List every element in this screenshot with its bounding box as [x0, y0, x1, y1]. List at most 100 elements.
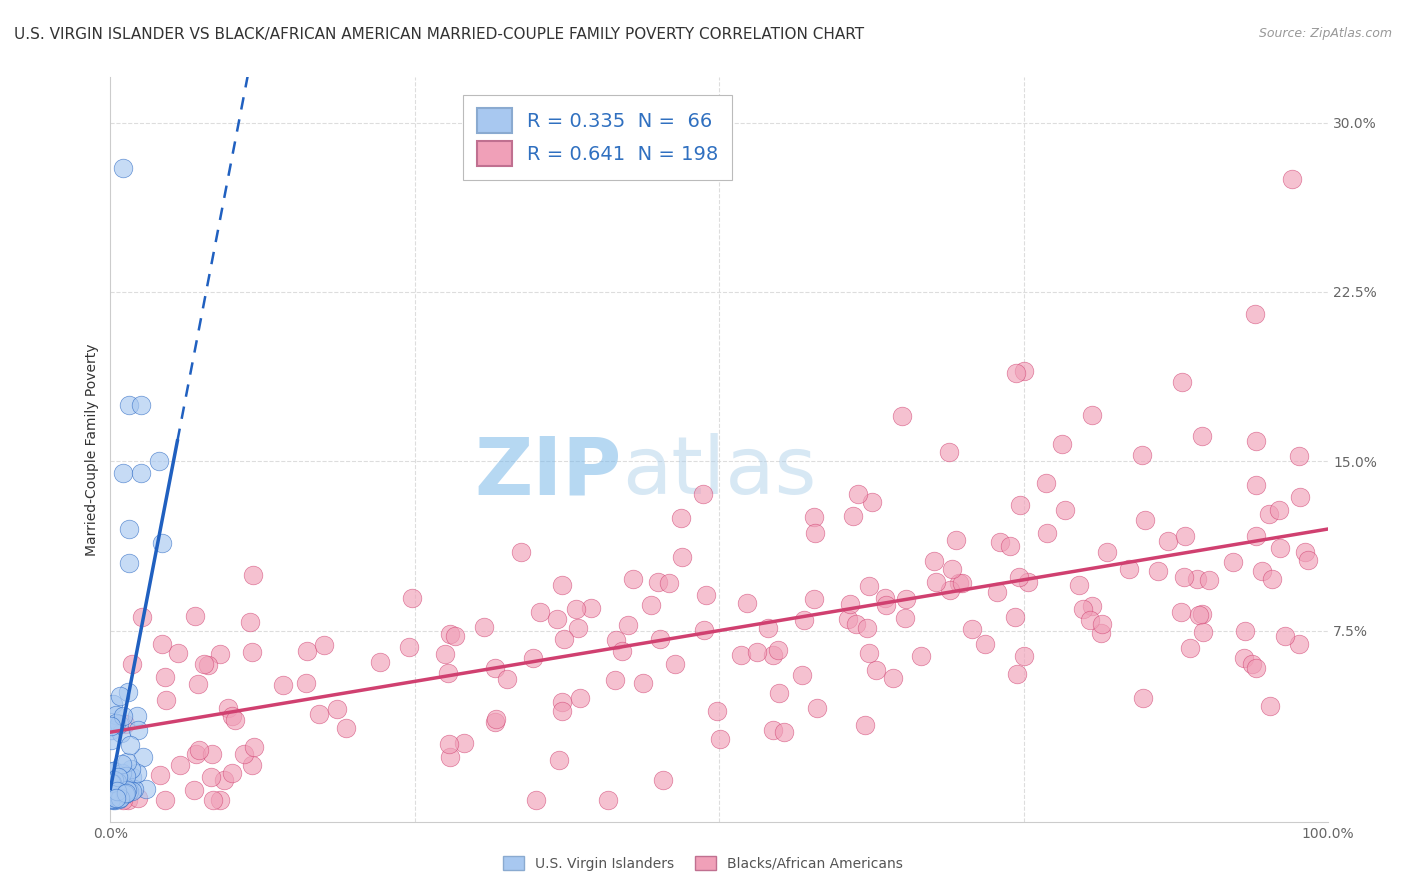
- Point: [1296, 553, 1319, 567]
- Point: [1250, 564, 1272, 578]
- Point: [118, 556, 141, 570]
- Point: [169, 757, 191, 772]
- Point: [1192, 624, 1215, 639]
- Point: [1173, 570, 1195, 584]
- Point: [605, 632, 627, 647]
- Point: [529, 605, 551, 619]
- Text: Source: ZipAtlas.com: Source: ZipAtlas.com: [1258, 27, 1392, 40]
- Point: [152, 637, 174, 651]
- Point: [695, 588, 717, 602]
- Point: [221, 766, 243, 780]
- Point: [100, 719, 122, 733]
- Point: [941, 562, 963, 576]
- Point: [522, 651, 544, 665]
- Point: [187, 676, 209, 690]
- Point: [1004, 610, 1026, 624]
- Point: [1080, 408, 1102, 422]
- Point: [692, 486, 714, 500]
- Point: [104, 793, 127, 807]
- Point: [120, 763, 142, 777]
- Point: [114, 788, 136, 802]
- Point: [127, 766, 149, 780]
- Point: [925, 575, 948, 590]
- Point: [107, 717, 129, 731]
- Point: [485, 712, 508, 726]
- Point: [1289, 490, 1312, 504]
- Point: [197, 657, 219, 672]
- Point: [472, 620, 495, 634]
- Point: [647, 574, 669, 589]
- Point: [129, 466, 152, 480]
- Point: [103, 793, 125, 807]
- Point: [433, 647, 456, 661]
- Point: [1078, 613, 1101, 627]
- Point: [988, 534, 1011, 549]
- Point: [242, 740, 264, 755]
- Point: [1067, 578, 1090, 592]
- Point: [1258, 507, 1281, 521]
- Y-axis label: Married-Couple Family Poverty: Married-Couple Family Poverty: [86, 343, 100, 557]
- Point: [121, 657, 143, 671]
- Point: [444, 629, 467, 643]
- Point: [439, 749, 461, 764]
- Point: [1246, 529, 1268, 543]
- Point: [553, 632, 575, 646]
- Point: [640, 599, 662, 613]
- Point: [131, 749, 153, 764]
- Point: [127, 790, 149, 805]
- Point: [111, 757, 134, 772]
- Point: [806, 700, 828, 714]
- Point: [803, 510, 825, 524]
- Point: [108, 792, 131, 806]
- Point: [1012, 364, 1035, 378]
- Point: [671, 549, 693, 564]
- Point: [960, 622, 983, 636]
- Point: [803, 591, 825, 606]
- Point: [1132, 690, 1154, 705]
- Point: [107, 770, 129, 784]
- Point: [998, 539, 1021, 553]
- Point: [1118, 562, 1140, 576]
- Point: [240, 645, 263, 659]
- Point: [105, 777, 128, 791]
- Point: [853, 718, 876, 732]
- Text: ZIP: ZIP: [475, 434, 621, 511]
- Point: [103, 772, 125, 787]
- Point: [1036, 525, 1059, 540]
- Point: [121, 783, 143, 797]
- Point: [111, 765, 134, 780]
- Point: [938, 444, 960, 458]
- Point: [793, 613, 815, 627]
- Point: [103, 792, 125, 806]
- Point: [100, 723, 122, 737]
- Point: [856, 621, 879, 635]
- Point: [896, 592, 918, 607]
- Point: [1191, 429, 1213, 443]
- Point: [842, 508, 865, 523]
- Point: [603, 673, 626, 688]
- Point: [772, 725, 794, 739]
- Point: [846, 487, 869, 501]
- Point: [986, 585, 1008, 599]
- Point: [1035, 476, 1057, 491]
- Point: [1008, 570, 1031, 584]
- Point: [1185, 572, 1208, 586]
- Point: [239, 615, 262, 630]
- Point: [118, 522, 141, 536]
- Point: [110, 725, 132, 739]
- Point: [664, 657, 686, 671]
- Point: [100, 782, 122, 797]
- Point: [762, 648, 785, 662]
- Point: [437, 665, 460, 680]
- Point: [439, 627, 461, 641]
- Point: [100, 776, 122, 790]
- Point: [148, 767, 170, 781]
- Point: [1170, 605, 1192, 619]
- Point: [839, 597, 862, 611]
- Point: [1233, 651, 1256, 665]
- Point: [115, 769, 138, 783]
- Point: [631, 676, 654, 690]
- Point: [891, 409, 914, 423]
- Point: [1288, 637, 1310, 651]
- Point: [112, 781, 135, 796]
